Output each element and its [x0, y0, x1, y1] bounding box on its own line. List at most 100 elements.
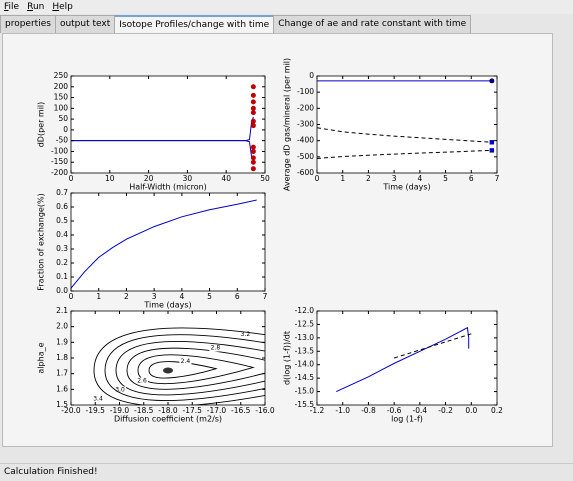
- contour-label-bg: [209, 344, 222, 352]
- x-tick-label: -16.0: [255, 406, 275, 415]
- y-tick-label: -400: [297, 136, 314, 145]
- plot-area: 2.4 2.6 2.8 3.0 3.2 3.4: [92, 327, 265, 405]
- tab[interactable]: Change of ae and rate constant with time: [273, 15, 472, 33]
- y-tick-label: 1.5: [56, 400, 68, 409]
- x-tick-label: -1.0: [335, 406, 350, 415]
- x-tick-label: 3: [392, 174, 397, 183]
- axes-background: [317, 311, 497, 405]
- tab[interactable]: output text: [54, 15, 116, 33]
- marker: [250, 155, 256, 161]
- axes-frame: [316, 310, 498, 406]
- y-axis-label: alpha_e: [37, 342, 46, 373]
- tab[interactable]: properties: [0, 15, 56, 33]
- x-tick-label: 1: [96, 292, 101, 301]
- x-tick-label: 0: [315, 174, 320, 183]
- y-tick-label: 50: [58, 114, 68, 123]
- marker: [250, 99, 256, 105]
- contour-label-bg: [136, 377, 148, 385]
- series-line: [336, 326, 470, 393]
- axes-background: [317, 76, 497, 173]
- x-tick-label: -0.2: [438, 406, 453, 415]
- y-tick-label: 0.1: [56, 272, 68, 281]
- x-axis-label: Time (days): [382, 183, 430, 192]
- x-tick-label: 0: [69, 174, 74, 183]
- x-axis-label: Time (days): [143, 301, 191, 310]
- contour-minimum: [163, 367, 173, 374]
- contour-line: [137, 354, 255, 385]
- contour-label-bg: [239, 331, 252, 339]
- x-tick-label: 30: [183, 174, 193, 183]
- y-tick-label: -50: [56, 136, 68, 145]
- y-tick-label: 0.2: [56, 258, 68, 267]
- tab-bar: properties output text Isotope Profiles/…: [0, 15, 472, 35]
- x-tick-label: -18.0: [158, 406, 178, 415]
- marker: [489, 78, 495, 84]
- y-tick-label: -500: [297, 152, 314, 161]
- x-tick-label: 7: [263, 292, 268, 301]
- y-tick-label: 0: [63, 125, 68, 134]
- contour-label: 2.6: [137, 378, 147, 385]
- x-tick-label: 2: [124, 292, 129, 301]
- y-tick-label: -14.5: [295, 373, 315, 382]
- contour-label: 2.4: [181, 358, 191, 365]
- y-tick-label: 0.4: [56, 230, 68, 239]
- x-tick-label: 5: [443, 174, 448, 183]
- marker: [250, 105, 256, 111]
- marker: [250, 123, 256, 129]
- contour-label: 3.0: [115, 387, 125, 394]
- axes-background: [71, 76, 265, 173]
- axes-background: [71, 311, 265, 405]
- x-tick-label: 4: [417, 174, 422, 183]
- tab[interactable]: Isotope Profiles/change with time: [114, 15, 275, 35]
- y-tick-label: -100: [297, 87, 314, 96]
- x-tick-label: 0: [69, 292, 74, 301]
- y-tick-label: -13.5: [295, 346, 315, 355]
- marker: [250, 118, 256, 124]
- marker: [250, 144, 256, 150]
- series-line: [317, 127, 492, 143]
- x-axis-label: log (1-f): [391, 415, 423, 424]
- y-tick-label: -300: [297, 120, 314, 129]
- y-tick-label: -12.0: [295, 306, 315, 315]
- plot-area: [317, 80, 492, 159]
- x-axis-label: Diffusion coefficient (m2/s): [114, 415, 222, 424]
- x-tick-label: 1: [340, 174, 345, 183]
- marker: [250, 166, 256, 172]
- status-bar: Calculation Finished!: [0, 463, 573, 480]
- contour-label: 2.8: [211, 345, 221, 352]
- x-tick-label: 0.2: [491, 406, 503, 415]
- y-tick-label: -150: [51, 157, 68, 166]
- y-tick-label: 0: [309, 71, 314, 80]
- y-tick-label: 1.7: [56, 369, 68, 378]
- marker: [489, 140, 495, 145]
- y-tick-label: -200: [297, 103, 314, 112]
- x-tick-label: 4: [179, 292, 184, 301]
- y-axis-label: dD(per mil): [37, 102, 46, 148]
- y-tick-label: 0.3: [56, 244, 68, 253]
- axes-frame: [316, 75, 498, 174]
- x-tick-label: 40: [221, 174, 231, 183]
- menu-item[interactable]: Run: [27, 2, 45, 12]
- contour-label-bg: [179, 358, 192, 366]
- x-tick-label: 3: [152, 292, 157, 301]
- y-tick-label: 2.1: [56, 306, 68, 315]
- y-tick-label: 150: [54, 93, 69, 102]
- x-tick-label: -16.5: [231, 406, 251, 415]
- x-tick-label: 6: [235, 292, 240, 301]
- x-tick-label: 7: [495, 174, 500, 183]
- y-tick-label: 200: [54, 82, 69, 91]
- contour-line: [93, 327, 265, 405]
- x-tick-label: -0.4: [413, 406, 428, 415]
- menu-item[interactable]: File: [4, 2, 20, 12]
- y-tick-label: -14.0: [295, 360, 315, 369]
- x-tick-label: -20.0: [61, 406, 81, 415]
- y-tick-label: -200: [51, 168, 68, 177]
- series-line: [317, 149, 492, 159]
- marker: [250, 148, 256, 154]
- menu-item[interactable]: Help: [52, 2, 73, 12]
- y-tick-label: 0.0: [56, 286, 68, 295]
- contour-line: [148, 361, 218, 379]
- axes-frame: [70, 192, 266, 292]
- contour-line: [115, 341, 265, 396]
